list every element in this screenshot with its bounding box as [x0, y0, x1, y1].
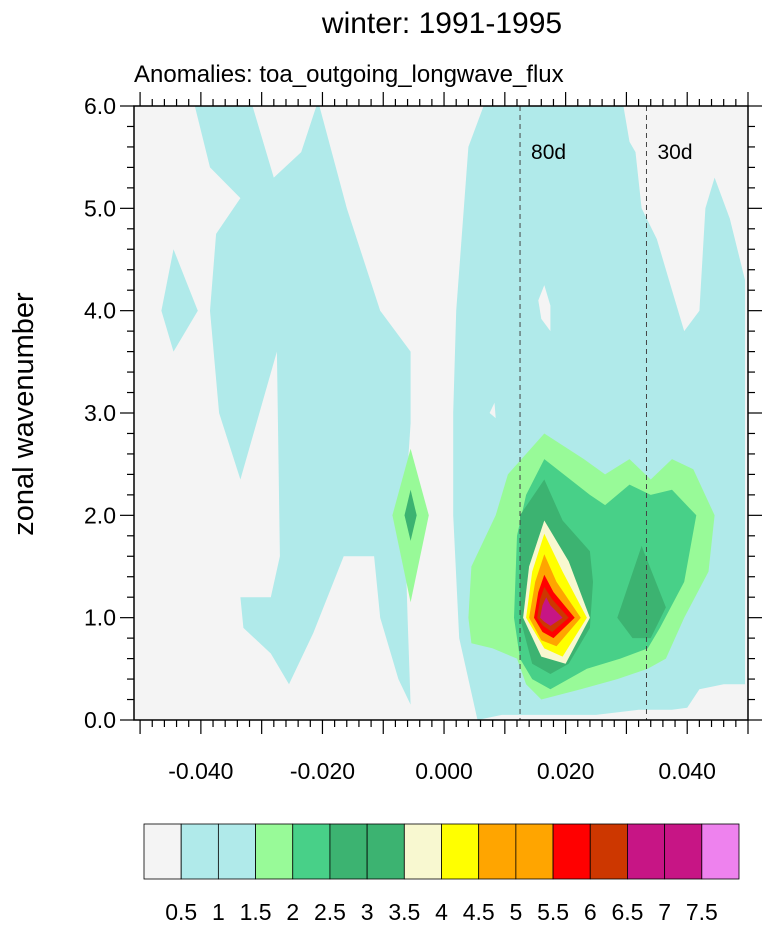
period-line-label-0: 80d: [531, 141, 566, 164]
chart-subtitle: Anomalies: toa_outgoing_longwave_flux: [134, 61, 564, 88]
colorbar-swatch: [217, 823, 256, 880]
colorbar-swatch: [403, 823, 442, 880]
colorbar-label: 6: [584, 899, 597, 925]
colorbar-label: 5.5: [537, 899, 569, 925]
y-tick-label: 3.0: [84, 400, 116, 426]
colorbar-label: 4: [435, 899, 448, 925]
y-tick-label: 1.0: [84, 605, 116, 631]
contour-region-level-0_5-3: [489, 402, 496, 419]
x-tick-label: -0.020: [290, 758, 355, 784]
colorbar-swatch: [552, 823, 591, 880]
colorbar-swatch: [515, 823, 554, 880]
x-tick-label: -0.040: [168, 758, 233, 784]
contour-region-level-6_5-16: [540, 597, 563, 626]
colorbar-label: 2: [286, 899, 299, 925]
contour-regions: [161, 106, 745, 720]
colorbar-swatch: [180, 823, 219, 880]
contour-region-level-1-1: [194, 106, 411, 705]
colorbar-label: 1.5: [240, 899, 272, 925]
plot-frame: [133, 105, 749, 721]
colorbar-swatch: [329, 823, 368, 880]
y-tick-label: 4.0: [84, 298, 116, 324]
x-tick-label: 0.040: [658, 758, 716, 784]
y-tick-label: 5.0: [84, 195, 116, 221]
colorbar-swatch: [143, 823, 182, 880]
x-tick-label: 0.000: [415, 758, 473, 784]
colorbar-label: 7.5: [686, 899, 718, 925]
colorbar: 0.5 1 1.5 2 2.5 3 3.5 4 4.5 5 5.5 6 6.5 7 7.5: [143, 823, 740, 925]
colorbar-label: 4.5: [463, 899, 495, 925]
y-axis-label: zonal wavenumber: [8, 292, 40, 536]
contour-region-level-0_5-4: [538, 285, 551, 332]
period-line-label-1: 30d: [657, 141, 692, 164]
colorbar-label: 7: [658, 899, 671, 925]
colorbar-swatch: [664, 823, 703, 880]
colorbar-label: 0.5: [165, 899, 197, 925]
contour-region-level-3-8: [404, 489, 417, 541]
x-tick-label: 0.020: [537, 758, 595, 784]
colorbar-label: 6.5: [611, 899, 643, 925]
y-tick-label: 6.0: [84, 93, 116, 119]
colorbar-swatch: [589, 823, 628, 880]
colorbar-label: 3.5: [388, 899, 420, 925]
colorbar-swatch: [366, 823, 405, 880]
y-axis: 0.0 1.0 2.0 3.0 4.0 5.0 6.0: [84, 93, 762, 733]
colorbar-label: 5: [509, 899, 522, 925]
colorbar-swatch: [627, 823, 666, 880]
colorbar-swatch: [292, 823, 331, 880]
chart-title: winter: 1991-1995: [321, 7, 562, 40]
colorbar-label: 1: [212, 899, 225, 925]
colorbar-swatch: [478, 823, 517, 880]
colorbar-label: 3: [361, 899, 374, 925]
y-tick-label: 0.0: [84, 707, 116, 733]
x-axis: -0.040 -0.020 0.000 0.020 0.040: [139, 92, 749, 784]
period-lines: 80d 30d: [519, 106, 693, 720]
colorbar-swatch: [255, 823, 294, 880]
contour-region-level-3-10: [617, 546, 666, 639]
colorbar-swatch: [701, 823, 740, 880]
colorbar-swatch: [441, 823, 480, 880]
contour-region-level-1-0: [161, 249, 198, 352]
y-tick-label: 2.0: [84, 502, 116, 528]
colorbar-label: 2.5: [314, 899, 346, 925]
